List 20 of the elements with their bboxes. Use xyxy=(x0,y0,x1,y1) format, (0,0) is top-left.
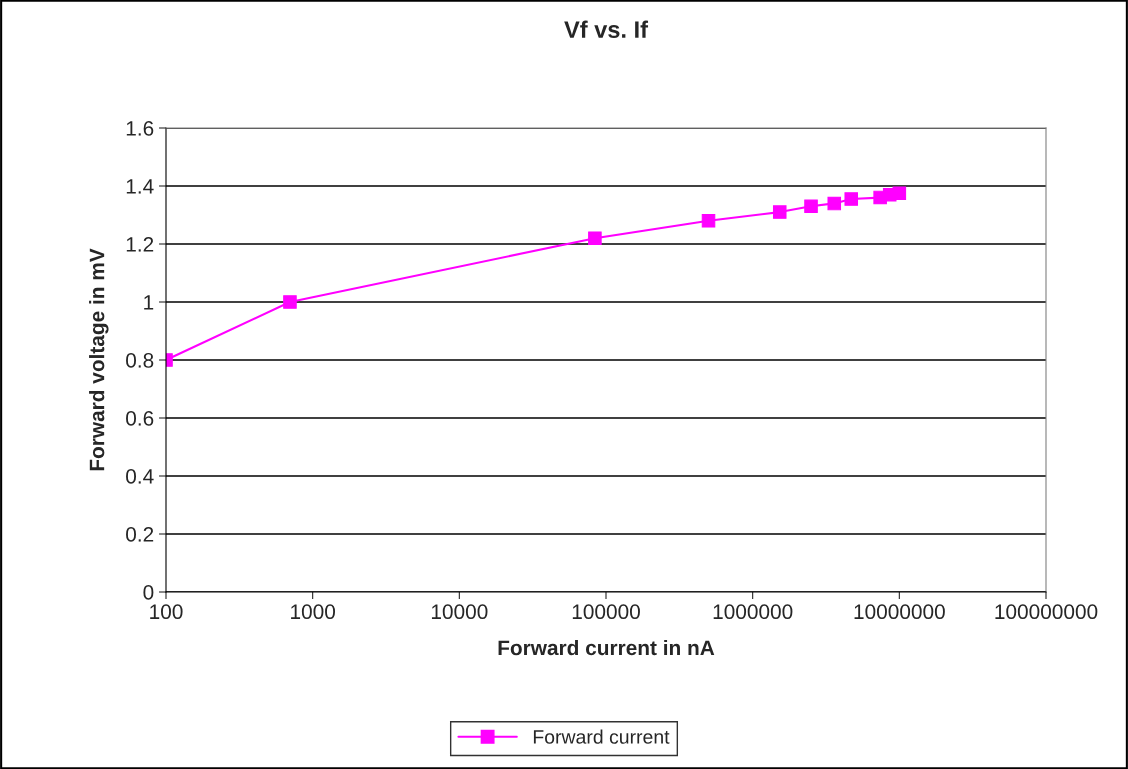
x-tick-label: 10000 xyxy=(431,604,488,620)
x-tick-label: 10000000 xyxy=(854,604,945,620)
x-axis-title: Forward current in nA xyxy=(498,639,715,656)
y-tick-label: 0.2 xyxy=(126,527,154,542)
y-tick-label: 0.8 xyxy=(126,353,154,368)
y-axis-title: Forward voltage in mV xyxy=(89,248,109,471)
y-tick-label: 1 xyxy=(144,295,154,310)
x-tick-label: 1000 xyxy=(291,604,336,620)
y-tick-label: 0.4 xyxy=(126,469,154,484)
x-tick-label: 1000000 xyxy=(713,604,793,620)
x-tick-label: 100000000 xyxy=(995,604,1098,620)
y-tick-label: 1.2 xyxy=(126,237,154,252)
y-tick-label: 1.4 xyxy=(126,179,154,194)
x-tick-label: 100000 xyxy=(572,604,640,620)
y-tick-label: 1.6 xyxy=(126,121,154,136)
y-tick-label: 0.6 xyxy=(126,411,154,426)
y-tick-label: 0 xyxy=(143,585,154,600)
x-tick-label: 100 xyxy=(150,604,183,620)
legend-label: Forward current xyxy=(533,729,670,744)
chart-title: Vf vs. If xyxy=(564,20,649,38)
